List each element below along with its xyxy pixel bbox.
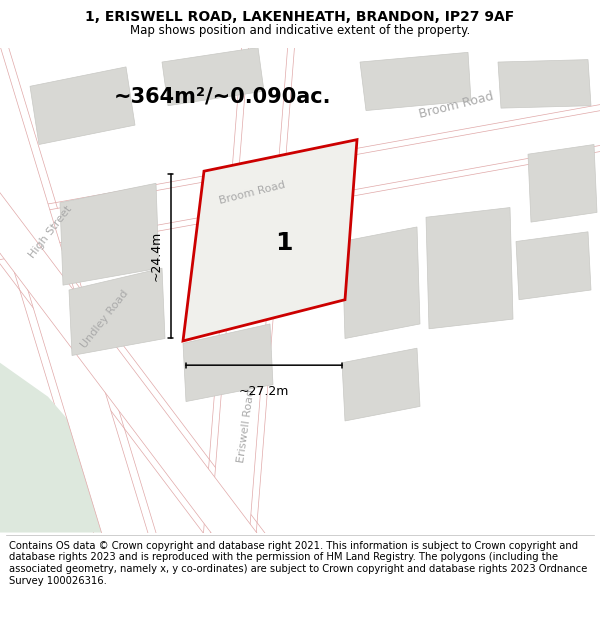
Polygon shape [209,22,289,558]
Text: Contains OS data © Crown copyright and database right 2021. This information is : Contains OS data © Crown copyright and d… [9,541,587,586]
Polygon shape [0,106,600,258]
Text: Map shows position and indicative extent of the property.: Map shows position and indicative extent… [130,24,470,37]
Text: ~364m²/~0.090ac.: ~364m²/~0.090ac. [114,86,331,106]
Text: ~24.4m: ~24.4m [149,231,163,281]
Polygon shape [426,208,513,329]
Polygon shape [162,48,264,106]
Polygon shape [183,139,357,341]
Polygon shape [516,232,591,300]
Polygon shape [498,59,591,108]
Polygon shape [360,52,471,111]
Polygon shape [0,19,154,561]
Text: 1, ERISWELL ROAD, LAKENHEATH, BRANDON, IP27 9AF: 1, ERISWELL ROAD, LAKENHEATH, BRANDON, I… [85,11,515,24]
Text: High Street: High Street [28,204,74,260]
Polygon shape [528,144,597,222]
Polygon shape [0,175,269,565]
Polygon shape [0,362,120,532]
Polygon shape [60,183,159,285]
Text: Broom Road: Broom Road [418,90,494,121]
Polygon shape [30,67,135,144]
Text: ~27.2m: ~27.2m [239,386,289,398]
Text: Undley Road: Undley Road [79,288,131,350]
Polygon shape [183,324,273,401]
Polygon shape [342,348,420,421]
Text: Broom Road: Broom Road [218,180,286,206]
Polygon shape [342,227,420,339]
Text: 1: 1 [275,231,293,255]
Polygon shape [69,268,165,356]
Text: Eriswell Road: Eriswell Road [236,388,256,463]
